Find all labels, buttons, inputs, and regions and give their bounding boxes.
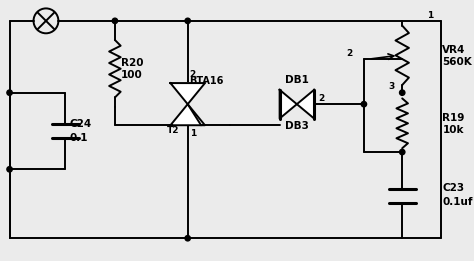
Text: 0.1: 0.1 [70, 133, 89, 143]
Text: VR4: VR4 [442, 45, 466, 55]
Circle shape [400, 149, 405, 155]
Text: C23: C23 [442, 183, 465, 193]
Polygon shape [171, 104, 205, 125]
Text: DB1: DB1 [285, 75, 309, 85]
Text: 10k: 10k [442, 125, 464, 135]
Circle shape [185, 18, 191, 23]
Text: 100: 100 [121, 70, 142, 80]
Text: 1: 1 [427, 11, 433, 20]
Circle shape [400, 90, 405, 95]
Text: BTA16: BTA16 [190, 76, 224, 86]
Polygon shape [171, 83, 205, 104]
Text: 3: 3 [389, 82, 395, 91]
Text: 1: 1 [190, 129, 196, 138]
Text: T2: T2 [167, 126, 179, 134]
Text: R19: R19 [442, 112, 465, 123]
Circle shape [361, 102, 366, 107]
Text: R20: R20 [121, 58, 143, 68]
Circle shape [7, 90, 12, 95]
Polygon shape [297, 90, 314, 118]
Text: 2: 2 [190, 70, 196, 79]
Circle shape [112, 18, 118, 23]
Text: 2: 2 [318, 94, 324, 103]
Text: DB3: DB3 [285, 121, 309, 131]
Text: C24: C24 [70, 119, 92, 129]
Text: 560K: 560K [442, 57, 472, 67]
Text: 0.1uf: 0.1uf [442, 197, 473, 207]
Circle shape [185, 236, 191, 241]
Polygon shape [280, 90, 297, 118]
Circle shape [7, 167, 12, 172]
Text: 2: 2 [346, 49, 353, 58]
